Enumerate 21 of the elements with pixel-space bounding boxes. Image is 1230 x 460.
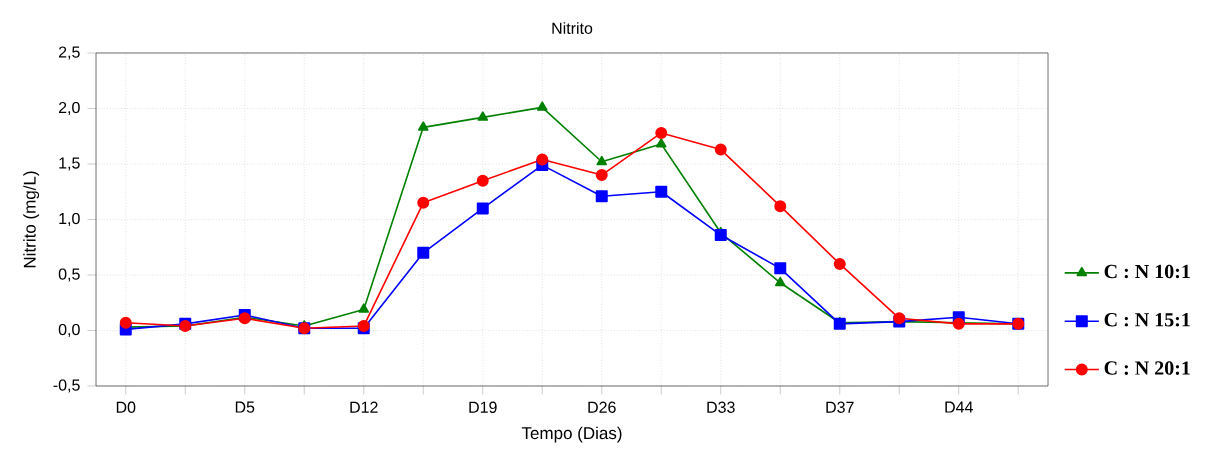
y-tick-label: 1,5 bbox=[59, 157, 80, 171]
legend-label: C : N 10:1 bbox=[1104, 264, 1190, 279]
y-tick-label: 2,5 bbox=[58, 46, 80, 60]
x-tick-label: D12 bbox=[350, 401, 378, 413]
x-axis-title: Tempo (Dias) bbox=[521, 426, 622, 443]
y-tick-label: 0,0 bbox=[58, 323, 80, 338]
legend-label: C : N 20:1 bbox=[1104, 361, 1190, 375]
legend-label: C : N 15:1 bbox=[1104, 313, 1190, 327]
chart-title: Nitrito bbox=[552, 22, 593, 34]
y-tick-label: 2,0 bbox=[58, 101, 80, 116]
y-tick-label: -0,5 bbox=[53, 379, 80, 393]
y-axis-title: Nitrito (mg/L) bbox=[23, 171, 40, 268]
x-tick-label: D33 bbox=[707, 401, 735, 413]
x-tick-label: D0 bbox=[116, 401, 136, 413]
x-tick-label: D19 bbox=[469, 401, 497, 413]
x-tick-label: D26 bbox=[588, 401, 616, 413]
x-tick-label: D44 bbox=[945, 401, 973, 413]
x-tick-label: D37 bbox=[826, 401, 854, 413]
x-tick-label: D5 bbox=[235, 401, 255, 413]
y-tick-label: 1,0 bbox=[59, 212, 80, 227]
y-tick-label: 0,5 bbox=[58, 268, 80, 282]
